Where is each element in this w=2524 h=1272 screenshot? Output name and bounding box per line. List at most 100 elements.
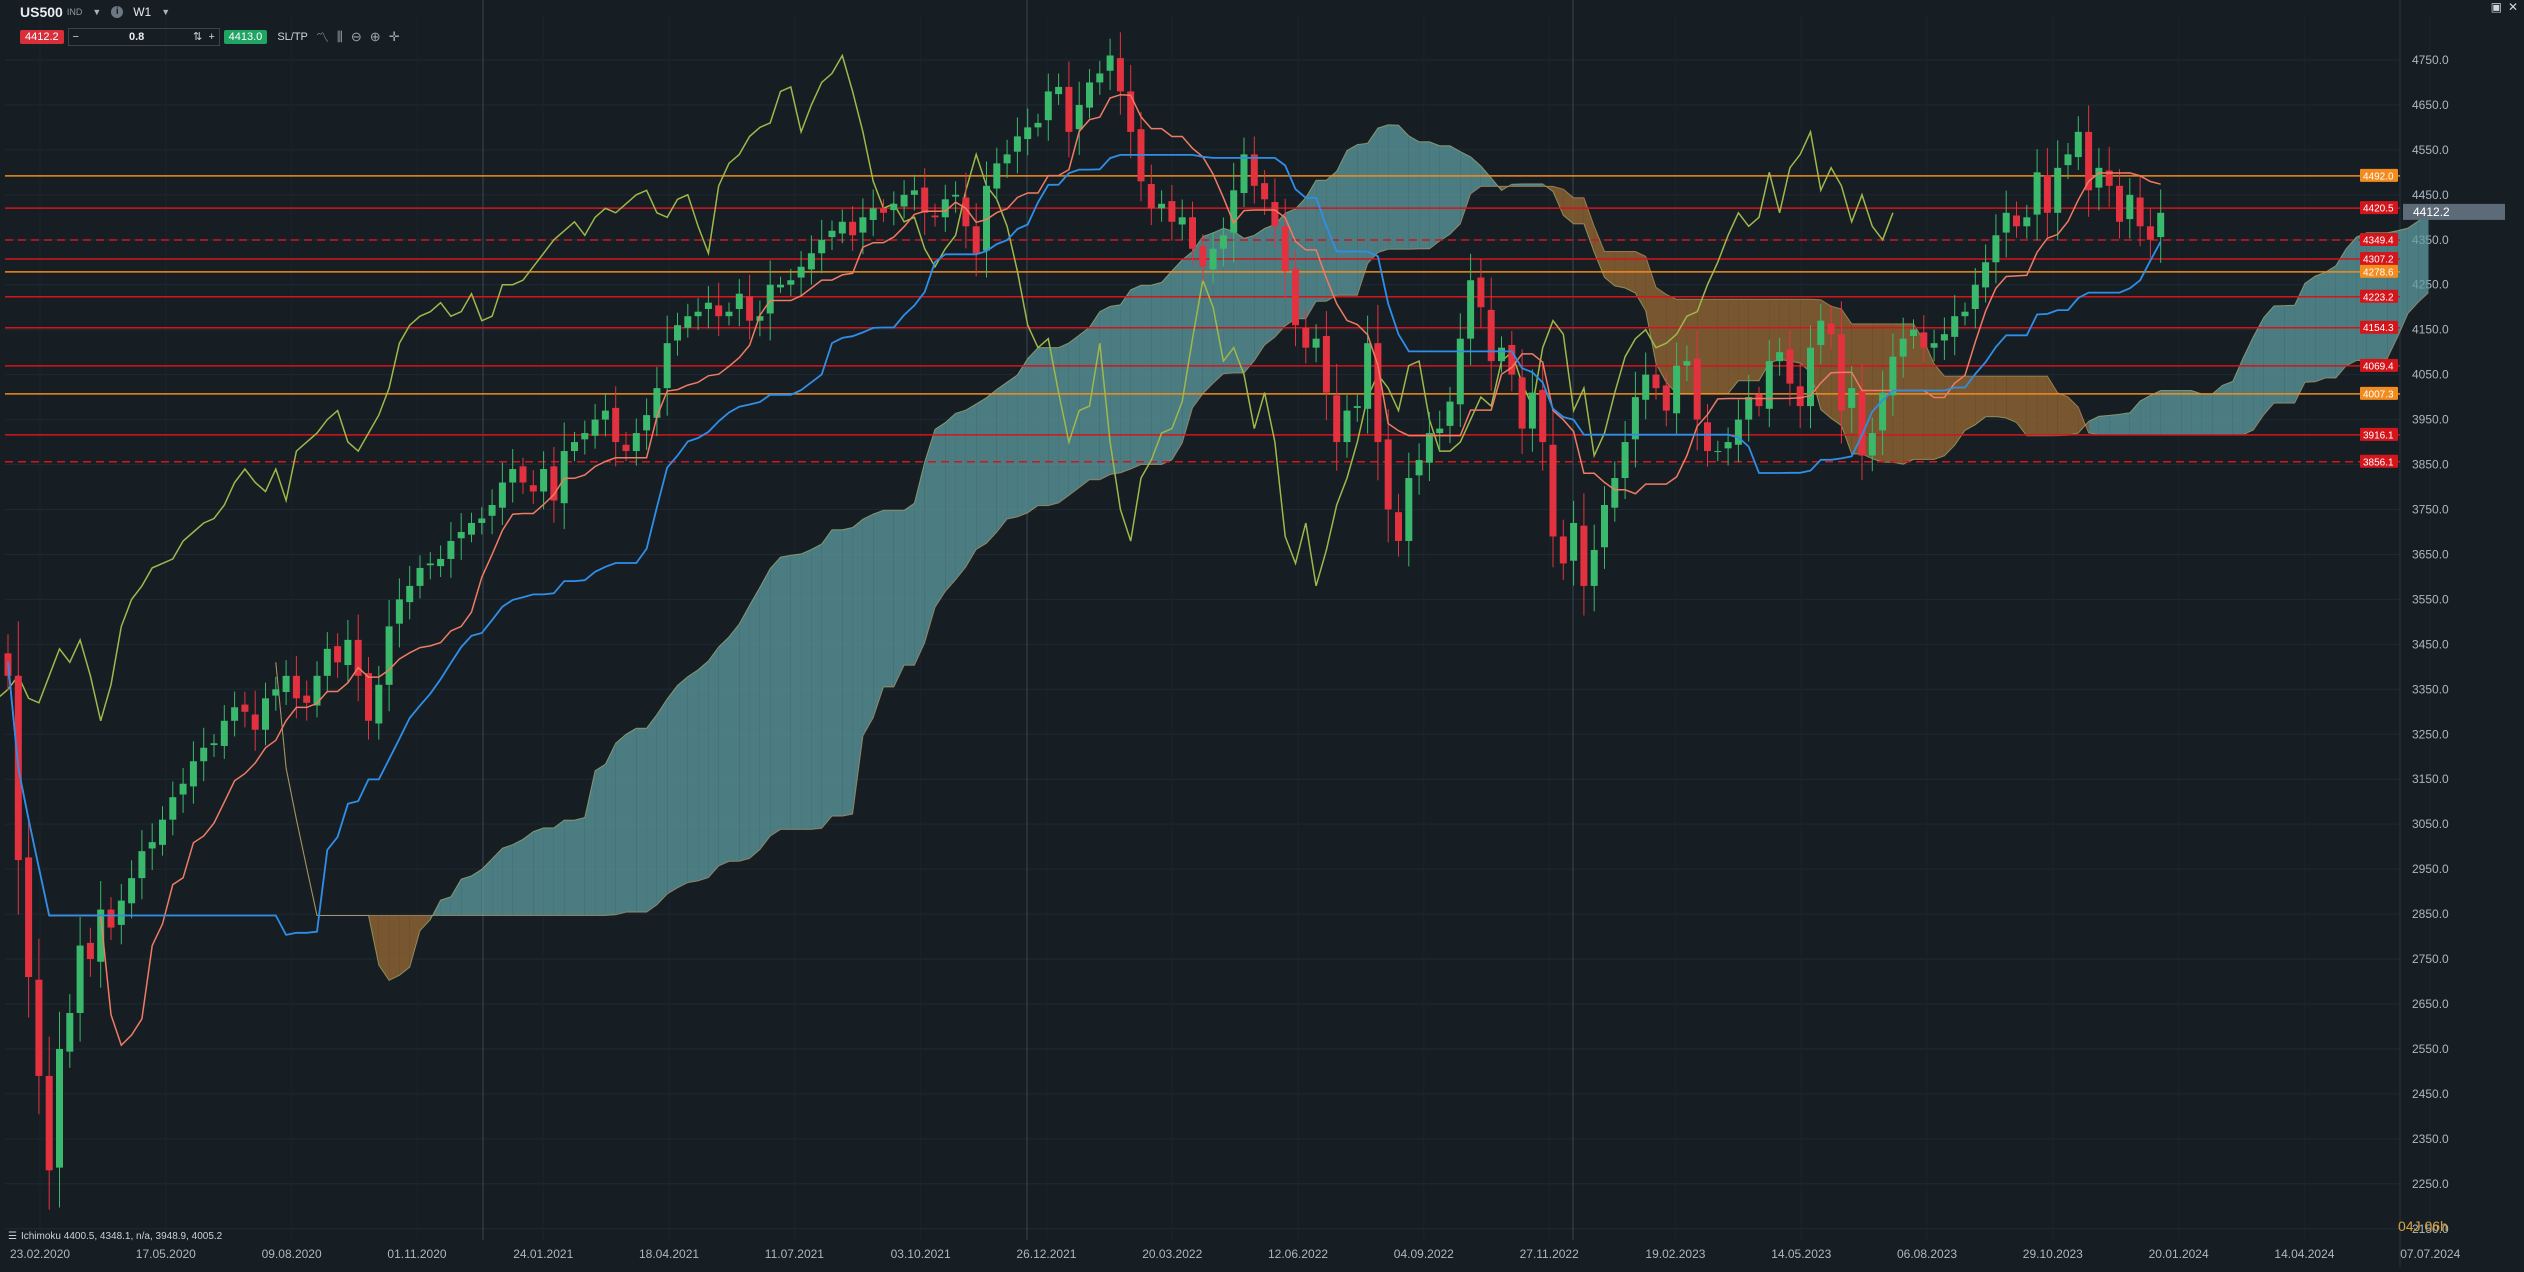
candle[interactable] [468, 512, 475, 543]
candle[interactable] [777, 276, 784, 293]
candle[interactable] [2126, 178, 2134, 239]
candle[interactable] [1127, 64, 1135, 159]
candle[interactable] [2013, 201, 2020, 238]
candle[interactable] [1230, 162, 1238, 263]
candle[interactable] [107, 897, 115, 940]
candle[interactable] [663, 315, 671, 416]
candle[interactable] [1034, 113, 1042, 137]
candle[interactable] [457, 513, 465, 560]
candle[interactable] [1796, 361, 1804, 429]
candle[interactable] [1292, 250, 1299, 347]
candle[interactable] [1580, 493, 1588, 616]
close-icon[interactable]: ✕ [2507, 0, 2518, 14]
candle[interactable] [25, 819, 33, 1018]
candle[interactable] [972, 203, 980, 277]
candle[interactable] [1096, 61, 1104, 95]
zoom-in-icon[interactable]: ⊕ [369, 28, 381, 44]
candle[interactable] [1405, 452, 1413, 567]
candle[interactable] [1652, 363, 1660, 400]
candle[interactable] [1807, 325, 1814, 429]
candle[interactable] [303, 680, 311, 721]
candle[interactable] [1374, 304, 1382, 481]
candle[interactable] [849, 206, 857, 251]
candle[interactable] [921, 168, 929, 235]
candle[interactable] [138, 830, 146, 900]
candle[interactable] [416, 555, 424, 599]
candle[interactable] [1436, 410, 1444, 451]
candle[interactable] [519, 457, 527, 494]
info-icon[interactable]: i [111, 6, 124, 18]
candle[interactable] [1024, 108, 1032, 156]
candle[interactable] [1673, 342, 1681, 434]
candle[interactable] [540, 451, 548, 510]
candle[interactable] [1343, 394, 1351, 458]
candle[interactable] [2074, 116, 2082, 171]
candle[interactable] [838, 209, 846, 244]
candle[interactable] [282, 660, 290, 705]
candle[interactable] [952, 181, 960, 213]
candle[interactable] [1879, 370, 1887, 456]
candle[interactable] [1755, 386, 1763, 417]
candle[interactable] [169, 781, 177, 836]
candle[interactable] [653, 367, 661, 437]
candles-icon[interactable]: ⫼ [336, 28, 343, 44]
candle[interactable] [509, 449, 517, 503]
candle[interactable] [1817, 303, 1825, 365]
candle[interactable] [1168, 184, 1176, 241]
candle[interactable] [1642, 352, 1650, 420]
candle[interactable] [818, 219, 826, 274]
candle[interactable] [1631, 371, 1639, 468]
candle[interactable] [787, 268, 795, 297]
candle[interactable] [56, 1011, 63, 1208]
candle[interactable] [1899, 317, 1907, 378]
candle[interactable] [797, 251, 805, 296]
candle[interactable] [1261, 170, 1269, 215]
candle[interactable] [993, 147, 1001, 202]
candle[interactable] [1590, 524, 1598, 612]
candle[interactable] [251, 690, 259, 751]
candle[interactable] [1271, 178, 1279, 248]
candle[interactable] [735, 279, 743, 327]
candle[interactable] [1147, 164, 1155, 226]
candle[interactable] [1055, 73, 1063, 105]
candle[interactable] [571, 431, 578, 462]
candle[interactable] [2002, 190, 2010, 258]
candle[interactable] [880, 199, 887, 222]
candle[interactable] [210, 734, 218, 757]
zoom-out-icon[interactable]: ⊖ [350, 28, 362, 44]
sltp-button[interactable]: SL/TP [277, 30, 308, 43]
candle[interactable] [1250, 136, 1258, 204]
candle[interactable] [715, 282, 723, 337]
candle[interactable] [962, 172, 970, 249]
candle[interactable] [406, 565, 414, 620]
candle[interactable] [1240, 137, 1248, 208]
candle[interactable] [1528, 369, 1536, 452]
candle[interactable] [447, 522, 455, 578]
candle[interactable] [1868, 417, 1876, 472]
candle[interactable] [612, 386, 620, 467]
decrease-button[interactable]: − [72, 30, 79, 43]
candle[interactable] [1982, 244, 1990, 303]
candle[interactable] [1003, 139, 1011, 178]
candle[interactable] [910, 174, 918, 211]
maximize-icon[interactable]: ▣ [2490, 0, 2502, 14]
candle[interactable] [1425, 412, 1433, 482]
candle[interactable] [1075, 81, 1083, 156]
candle[interactable] [1415, 443, 1423, 495]
candle[interactable] [365, 656, 372, 740]
candle[interactable] [117, 883, 125, 945]
candle[interactable] [35, 938, 43, 1115]
candle[interactable] [2116, 169, 2123, 239]
candle[interactable] [66, 994, 74, 1068]
symbol-label[interactable]: US500 [20, 4, 63, 20]
candle[interactable] [2085, 105, 2093, 217]
candle[interactable] [931, 203, 939, 227]
candle[interactable] [189, 741, 197, 804]
candle[interactable] [550, 446, 558, 523]
candle[interactable] [128, 860, 136, 919]
candle[interactable] [2064, 143, 2072, 180]
settings-icon[interactable]: ☰ [8, 1231, 17, 1242]
candle[interactable] [1456, 313, 1464, 427]
candle[interactable] [1312, 324, 1320, 363]
